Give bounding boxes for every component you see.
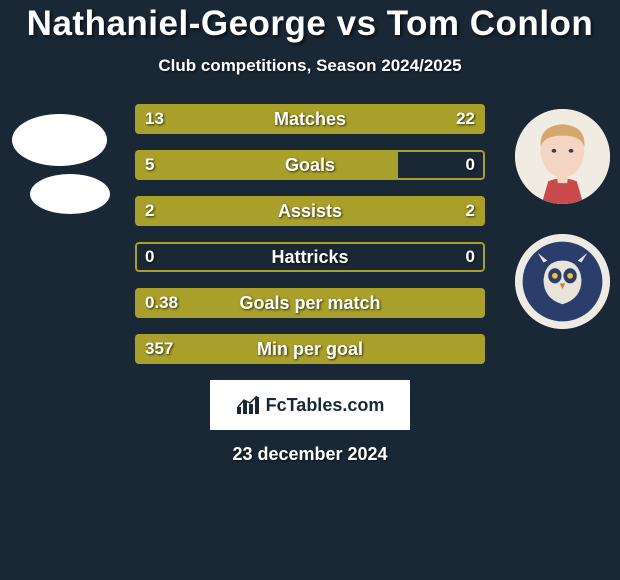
- owl-badge-icon: [515, 234, 610, 329]
- snapshot-date: 23 december 2024: [0, 444, 620, 465]
- stat-label: Matches: [135, 104, 485, 134]
- subtitle: Club competitions, Season 2024/2025: [0, 56, 620, 76]
- stat-label: Goals per match: [135, 288, 485, 318]
- stat-label: Min per goal: [135, 334, 485, 364]
- stat-label: Assists: [135, 196, 485, 226]
- stat-row: 00Hattricks: [135, 242, 485, 272]
- player1-club-badge: [30, 174, 110, 214]
- player2-avatar: [515, 109, 610, 204]
- brand-chart-icon: [236, 395, 262, 415]
- page-title: Nathaniel-George vs Tom Conlon: [0, 4, 620, 44]
- content-area: 1322Matches 50Goals 22Assists 00Hattricks 0.…: [0, 104, 620, 364]
- brand-box[interactable]: FcTables.com: [210, 380, 410, 430]
- stat-label: Hattricks: [135, 242, 485, 272]
- stat-row: 50Goals: [135, 150, 485, 180]
- stat-row: 1322Matches: [135, 104, 485, 134]
- stat-row: 0.38Goals per match: [135, 288, 485, 318]
- comparison-card: Nathaniel-George vs Tom Conlon Club comp…: [0, 0, 620, 465]
- stat-row: 357Min per goal: [135, 334, 485, 364]
- face-icon: [515, 109, 610, 204]
- player2-club-badge: [515, 234, 610, 329]
- stat-bars: 1322Matches 50Goals 22Assists 00Hattricks 0.…: [135, 104, 485, 364]
- brand-text: FcTables.com: [266, 395, 385, 416]
- stat-row: 22Assists: [135, 196, 485, 226]
- stat-label: Goals: [135, 150, 485, 180]
- player1-avatar: [12, 114, 107, 166]
